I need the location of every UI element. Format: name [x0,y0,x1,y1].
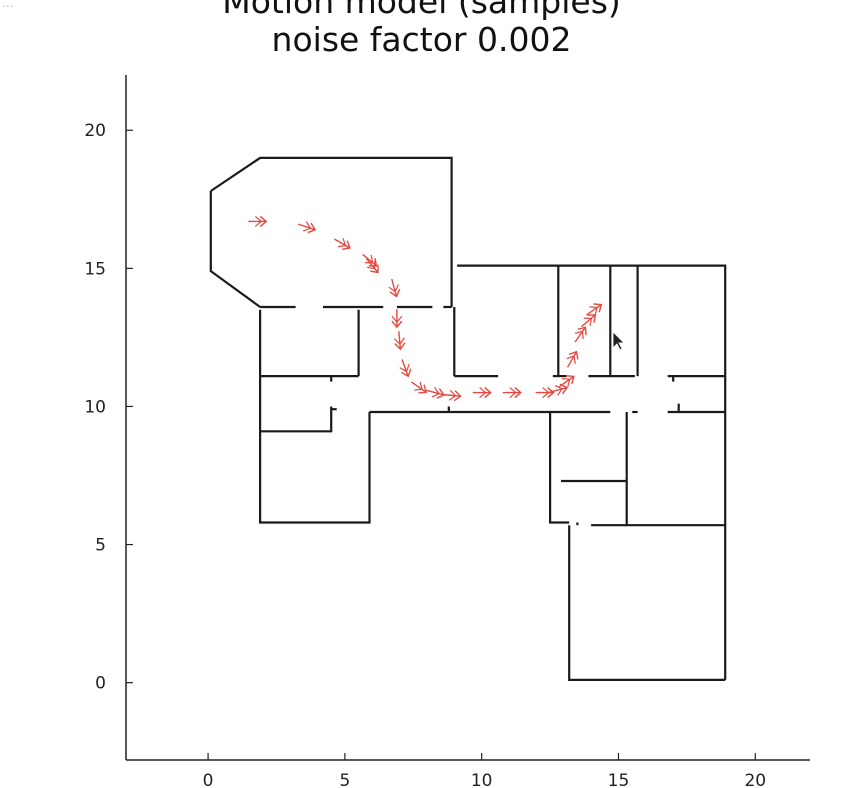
sample-arrow [391,309,403,329]
y-tick-label: 5 [95,536,106,556]
wall-segment [457,264,727,412]
sample-arrow [442,389,462,402]
sample-arrow [297,221,317,234]
wall-segment [259,309,371,524]
x-tick-label: 5 [339,771,350,788]
wall-segment [210,156,453,307]
sample-arrow [365,258,379,274]
axes: 0 5 10 15 20 0 5 10 15 20 [84,75,810,788]
sample-arrow [362,253,378,267]
wall-segment [568,525,726,682]
motion-samples [248,215,603,402]
cursor-layer [612,330,625,351]
x-tick-label: 10 [471,771,493,788]
sample-arrow [388,278,401,298]
sample-arrow [566,350,579,368]
wall-segment [209,191,261,308]
sample-arrow [399,359,412,378]
y-tick-label: 15 [84,259,106,279]
corner-mark: ... [2,0,14,10]
sample-arrow [502,387,522,399]
floorplan-walls [209,156,727,682]
x-tick-label: 15 [608,771,630,788]
wall-segment [548,412,570,524]
mouse-pointer-icon [612,330,625,351]
y-tick-label: 0 [95,674,106,694]
y-tick-label: 10 [84,397,106,417]
chart-title-line-1: Motion model (samples) [222,0,621,21]
sample-arrow [586,303,603,316]
sample-arrow [574,326,587,343]
sample-arrow [558,375,575,388]
sample-arrow [394,331,406,351]
x-tick-label: 0 [203,771,214,788]
sample-arrow [411,381,428,394]
y-tick-label: 20 [84,121,106,141]
x-tick-label: 20 [744,771,766,788]
sample-arrow [333,237,351,251]
sample-arrow [426,386,445,399]
wall-segment [260,406,333,433]
chart-title-line-2: noise factor 0.002 [271,20,572,59]
sample-arrow [472,387,492,399]
sample-arrow [248,215,268,227]
